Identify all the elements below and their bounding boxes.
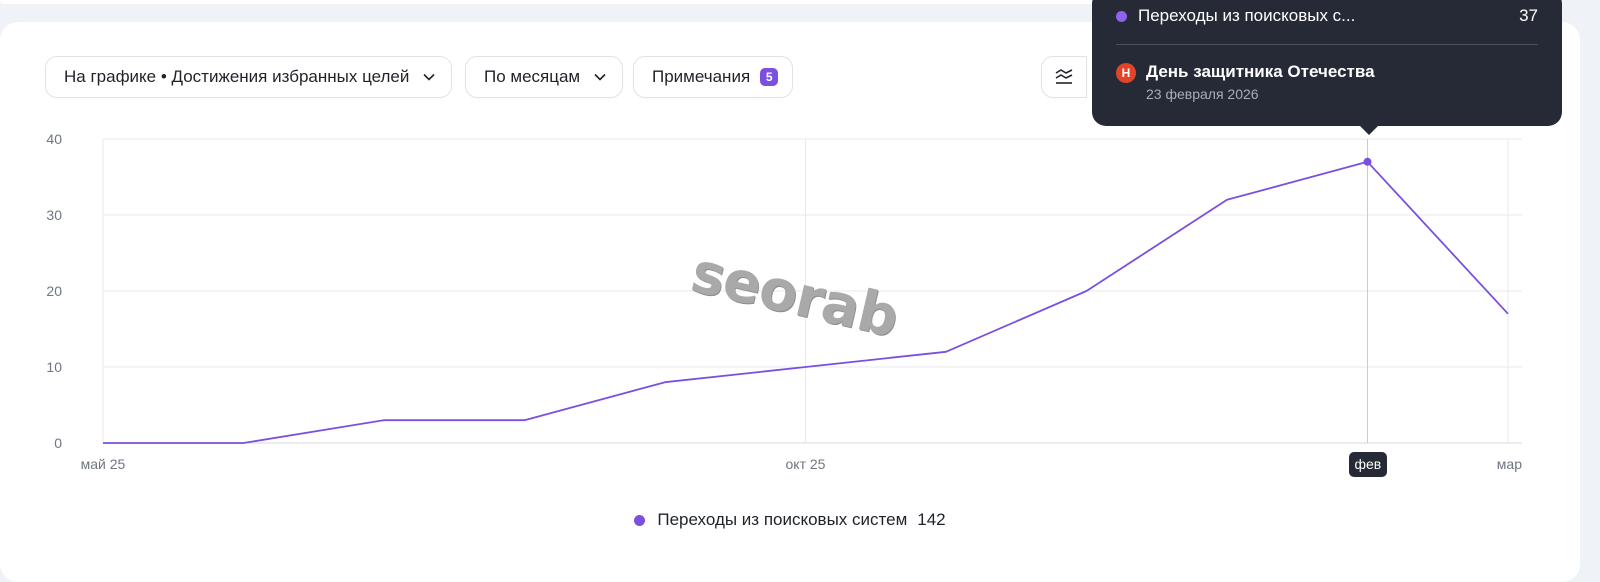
tooltip-series-dot: [1116, 10, 1127, 22]
tooltip-series-label: Переходы из поисковых с...: [1138, 6, 1356, 25]
period-dropdown[interactable]: По месяцам: [465, 56, 624, 98]
x-tick-label: мар: [1497, 456, 1522, 472]
chart-type-button[interactable]: [1041, 56, 1087, 98]
tooltip-note: Н День защитника Отечества 23 февраля 20…: [1116, 62, 1375, 102]
notes-label: Примечания: [652, 67, 751, 86]
y-tick-label: 40: [46, 131, 62, 147]
goals-filter-label: На графике • Достижения избранных целей: [64, 67, 410, 86]
holiday-note-icon: Н: [1116, 63, 1136, 83]
x-tick-label: окт 25: [786, 456, 826, 472]
period-label: По месяцам: [484, 67, 581, 86]
tooltip-divider: [1116, 44, 1538, 45]
chart-lines-icon: [1055, 69, 1073, 84]
legend-series-dot: [634, 514, 646, 526]
tooltip-series-value: 37: [1519, 6, 1538, 25]
y-axis-ticks: 0 10 20 30 40: [46, 131, 62, 451]
notes-count-badge: 5: [760, 68, 779, 86]
notes-button[interactable]: Примечания 5: [633, 56, 794, 98]
y-tick-label: 20: [46, 283, 62, 299]
chart-grid: [102, 138, 1522, 444]
goals-filter-dropdown[interactable]: На графике • Достижения избранных целей: [45, 56, 453, 98]
note-title: День защитника Отечества: [1146, 62, 1375, 81]
chart-legend[interactable]: Переходы из поисковых систем 142: [0, 510, 1580, 530]
x-axis-ticks: май 25 окт 25 мар: [81, 456, 1523, 472]
highlighted-month-label: фев: [1348, 452, 1388, 477]
y-tick-label: 10: [46, 359, 62, 375]
y-tick-label: 30: [46, 207, 62, 223]
chart-tooltip: Переходы из поисковых с... 37 Н День защ…: [1092, 0, 1562, 135]
y-tick-label: 0: [54, 435, 62, 451]
series-line[interactable]: [103, 160, 1509, 444]
x-tick-label: май 25: [81, 456, 126, 472]
note-date: 23 февраля 2026: [1146, 86, 1259, 102]
chevron-down-icon: [594, 73, 606, 81]
series-line-group: [103, 157, 1509, 444]
tooltip-series-row: Переходы из поисковых с... 37: [1116, 6, 1538, 26]
legend-series-total: 142: [917, 510, 946, 529]
chevron-down-icon: [423, 73, 435, 81]
legend-series-name: Переходы из поисковых систем: [657, 510, 908, 529]
tooltip-arrow: [1359, 125, 1379, 135]
line-chart: 0 10 20 30 40 май 25 окт 25 мар: [46, 131, 1523, 472]
highlighted-data-point[interactable]: [1363, 157, 1372, 166]
previous-card-edge: [0, 0, 1120, 4]
